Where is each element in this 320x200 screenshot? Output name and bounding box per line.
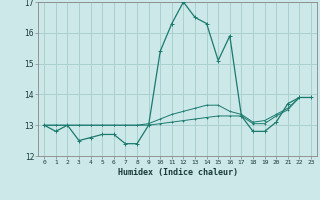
X-axis label: Humidex (Indice chaleur): Humidex (Indice chaleur) — [118, 168, 238, 177]
